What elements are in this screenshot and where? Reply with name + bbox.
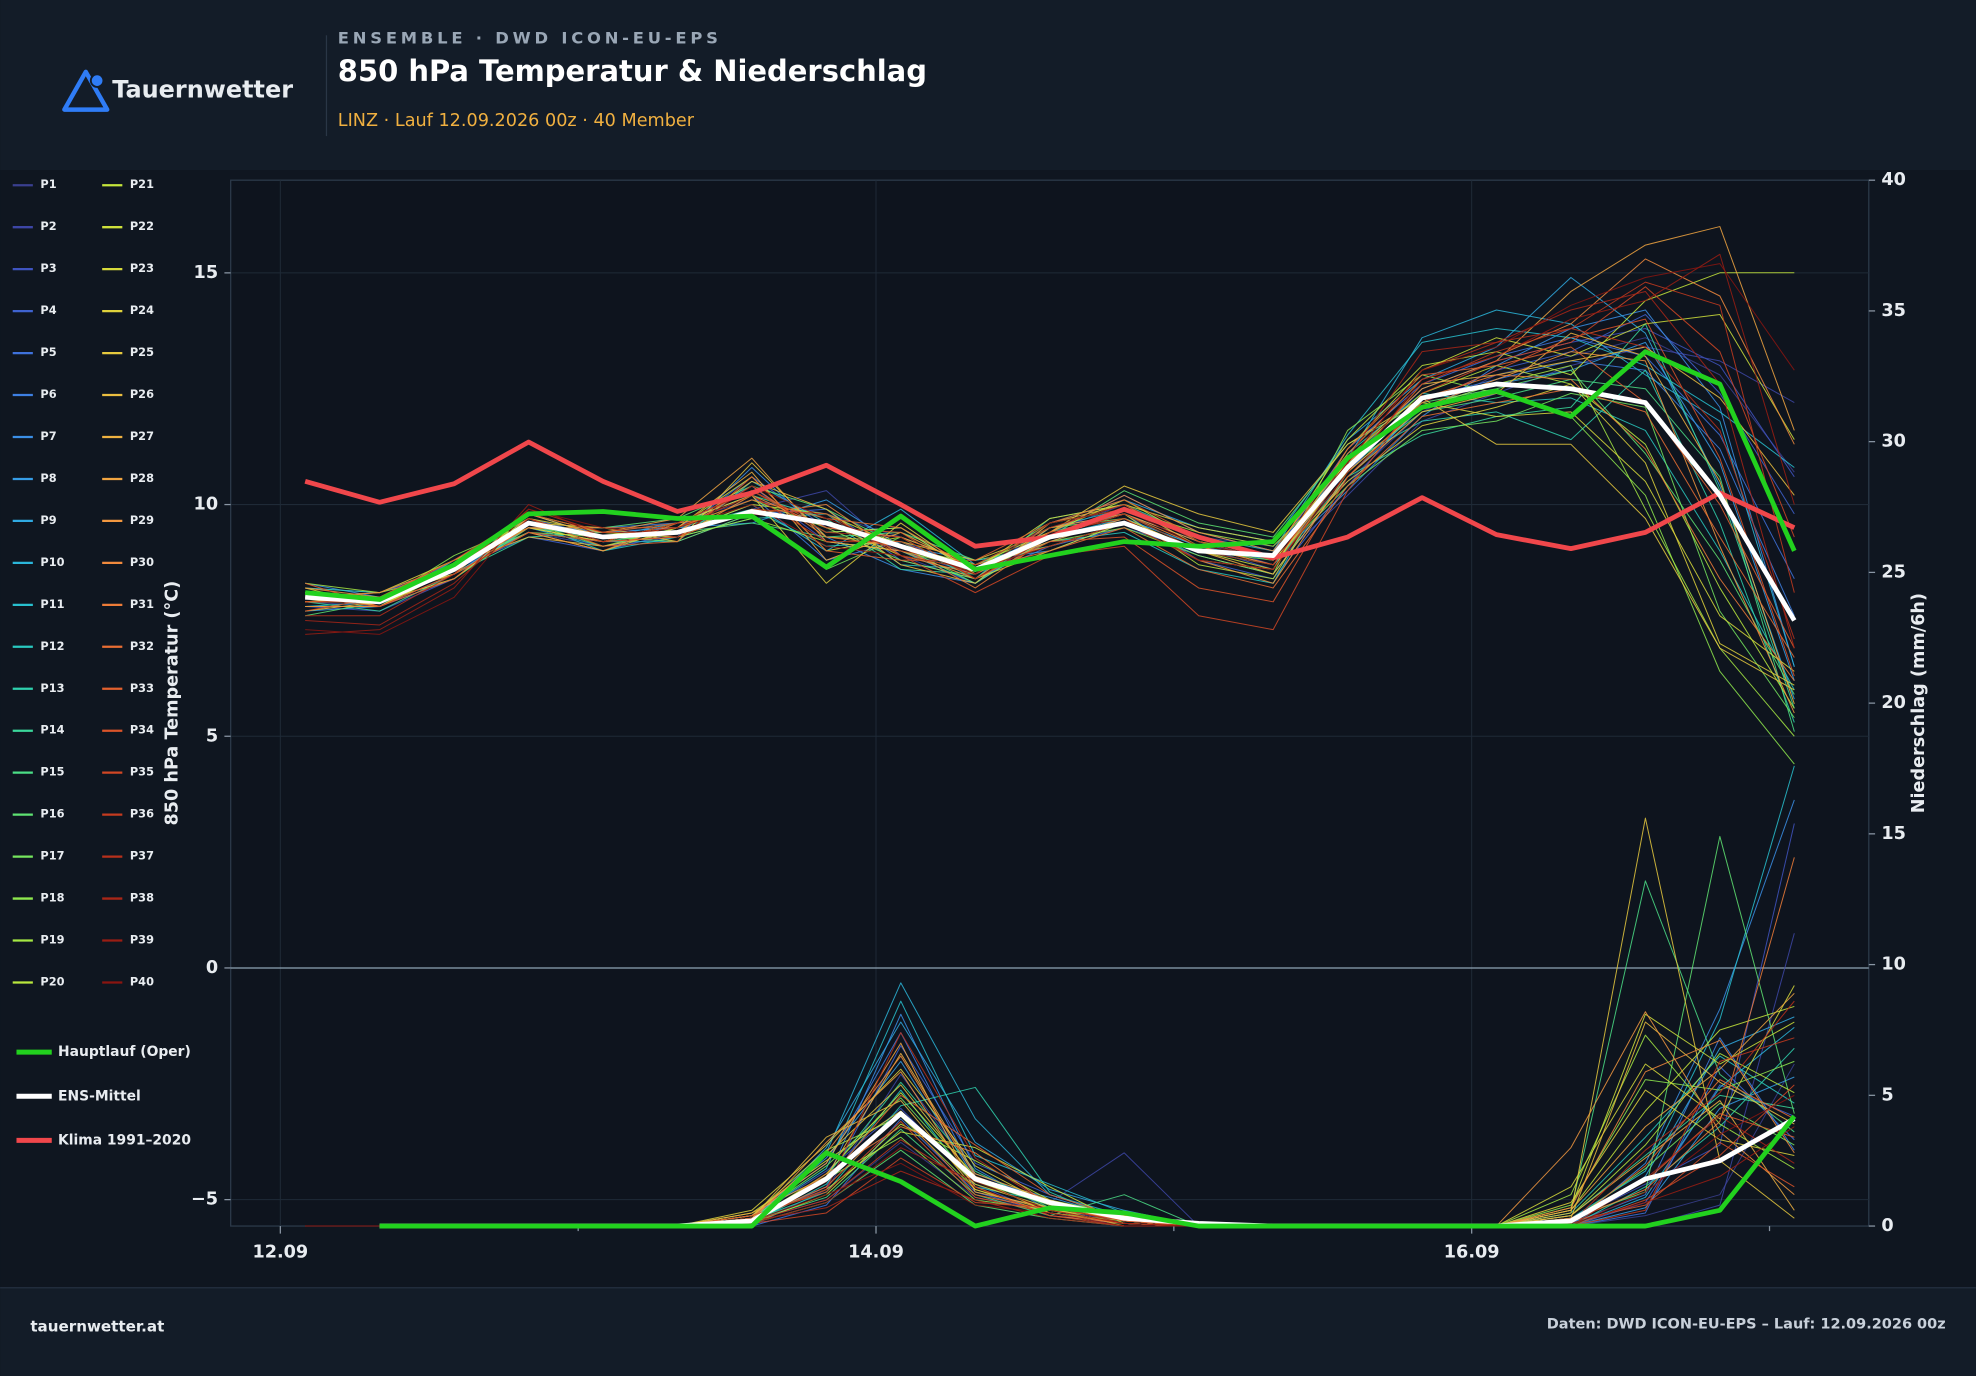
legend-label: P36 [130,807,154,821]
legend-label: P19 [40,933,64,947]
legend-label: P24 [130,303,154,317]
legend-label: P12 [40,639,64,653]
plot-area [230,179,1870,1227]
footer-band [0,1287,1976,1376]
legend-label: P23 [130,261,154,275]
y-tick-label: 10 [194,495,219,515]
legend-label: P15 [40,765,64,779]
legend-label: Klima 1991–2020 [58,1132,191,1148]
y2-tick-label: 15 [1881,824,1906,844]
legend-label: P6 [40,387,56,401]
header-band [0,0,1976,171]
legend-label: P4 [40,303,56,317]
legend-label: P7 [40,429,56,443]
legend-label: P14 [40,723,64,737]
legend-label: P3 [40,261,56,275]
y2-tick-label: 10 [1881,955,1906,975]
y2-tick-label: 25 [1881,562,1906,582]
legend-label: P28 [130,471,154,485]
legend-label: P35 [130,765,154,779]
legend-label: P30 [130,555,154,569]
legend-label: P8 [40,471,56,485]
y-tick-label: −5 [191,1190,218,1210]
x-tick-label: 16.09 [1444,1243,1500,1263]
y2-tick-label: 5 [1881,1085,1893,1105]
legend-label: P2 [40,219,56,233]
y2-tick-label: 40 [1881,170,1906,190]
legend-label: P16 [40,807,64,821]
chart-title: 850 hPa Temperatur & Niederschlag [338,54,927,88]
legend-label: P22 [130,219,154,233]
legend-label: P17 [40,849,64,863]
legend-label: P10 [40,555,64,569]
legend-label: P21 [130,177,154,191]
temp-line [305,381,1797,622]
legend-label: P5 [40,345,56,359]
logo-dot [89,73,105,88]
legend-label: P27 [130,429,154,443]
y-axis-label: 850 hPa Temperatur (°C) [163,581,183,826]
legend-label: P29 [130,513,154,527]
y2-tick-label: 30 [1881,432,1906,452]
legend-label: P31 [130,597,154,611]
legend-label: P20 [40,974,64,988]
y2-tick-label: 0 [1881,1216,1893,1236]
legend-label: P1 [40,177,56,191]
y2-axis-label: Niederschlag (mm/6h) [1909,593,1929,813]
temp-line [304,349,1797,602]
legend-label: ENS-Mittel [58,1088,141,1104]
temp-line [305,402,1795,672]
legend-label: P11 [40,597,64,611]
kicker: ENSEMBLE · DWD ICON-EU-EPS [338,29,722,48]
legend-label: P32 [130,639,154,653]
y-tick-label: 5 [206,726,218,746]
legend-label: Hauptlauf (Oper) [58,1044,191,1060]
legend-label: P34 [130,723,154,737]
legend-label: P40 [130,974,154,988]
legend-label: P13 [40,681,64,695]
precip-line [379,1114,1797,1229]
y-tick-label: 0 [206,958,218,978]
y-tick-label: 15 [194,263,219,283]
y2-tick-label: 20 [1881,693,1906,713]
subtitle: LINZ · Lauf 12.09.2026 00z · 40 Member [338,111,695,131]
footer-site: tauernwetter.at [30,1317,164,1335]
legend-label: P33 [130,681,154,695]
legend-label: P25 [130,345,154,359]
y2-tick-label: 35 [1881,301,1906,321]
logo-icon [62,69,110,112]
x-tick-label: 14.09 [848,1243,904,1263]
legend-label: P38 [130,891,154,905]
legend-label: P39 [130,933,154,947]
legend-label: P26 [130,387,154,401]
legend-label: P9 [40,513,56,527]
legend-label: P37 [130,849,154,863]
brand: Tauernwetter [112,76,293,104]
legend-label: P18 [40,891,64,905]
x-tick-label: 12.09 [252,1243,308,1263]
footer-source: Daten: DWD ICON-EU-EPS – Lauf: 12.09.202… [1547,1316,1946,1332]
temp-line [305,327,1795,640]
